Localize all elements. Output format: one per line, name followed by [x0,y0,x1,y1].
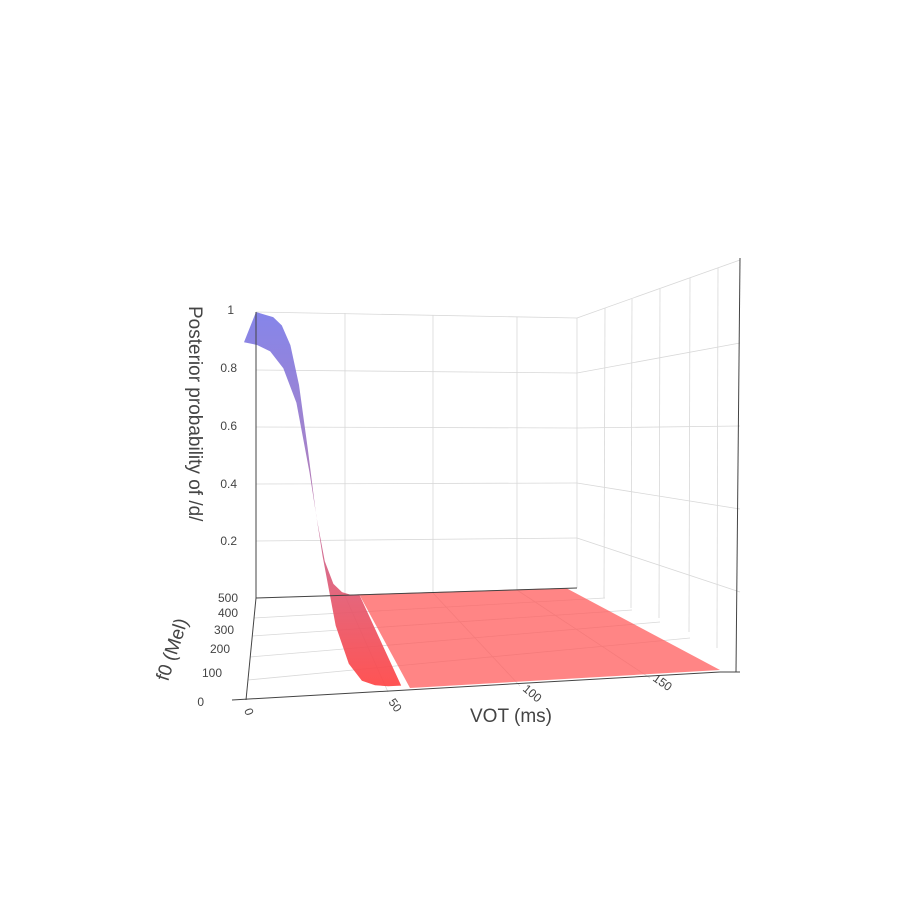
x-axis-title: VOT (ms) [470,706,552,727]
back-wall-grid [255,311,578,596]
y-tick-label: 100 [202,666,222,680]
axes [231,312,740,701]
y-tick-label: 500 [218,591,238,605]
y-tick-label: 400 [218,606,238,620]
z-axis-title: Posterior probability of /d/ [184,306,205,522]
right-wall-grid [576,257,741,673]
y-axis-title: f0 (Mel) [153,616,193,684]
probability-surface[interactable] [244,312,720,688]
z-tick-label: 1 [227,303,234,317]
z-axis-ticks: 1 0.8 0.6 0.4 0.2 [220,303,237,548]
z-tick-label: 0.6 [220,419,237,433]
y-tick-label: 200 [210,642,230,656]
y-axis-ticks: 500 400 300 200 100 0 [197,591,238,709]
x-tick-label: 0 [241,706,257,717]
z-tick-label: 0.8 [220,361,237,375]
x-tick-label: 100 [520,682,545,706]
z-tick-label: 0.2 [220,534,237,548]
z-tick-label: 0.4 [220,477,237,491]
y-tick-label: 0 [197,695,204,709]
x-tick-label: 50 [386,696,405,715]
y-tick-label: 300 [214,623,234,637]
